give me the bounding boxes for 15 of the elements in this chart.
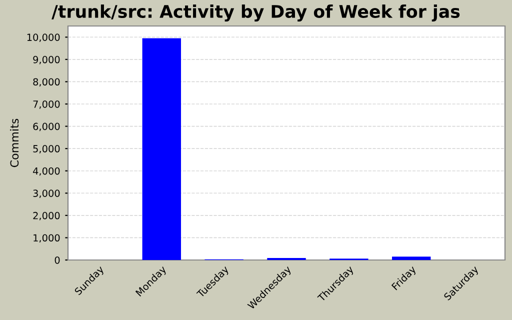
- y-tick-label: 2,000: [33, 212, 60, 220]
- y-tick-label: 5,000: [33, 145, 60, 154]
- y-tick-label: 4,000: [33, 167, 60, 176]
- y-tick-label: 9,000: [33, 56, 60, 64]
- chart-title: /trunk/src: Activity by Day of Week for jas: [52, 4, 460, 22]
- y-tick-label: 0: [54, 256, 60, 264]
- y-tick-label: 6,000: [33, 122, 60, 132]
- y-tick-label: 3,000: [33, 190, 60, 198]
- bar: [142, 38, 181, 260]
- y-tick-label: 1,000: [34, 234, 60, 243]
- y-tick-label: 8,000: [33, 78, 60, 87]
- bar: [392, 256, 431, 260]
- y-tick-label: 7,000: [33, 100, 60, 109]
- y-axis-title: Commits: [10, 118, 19, 168]
- y-tick-label: 10,000: [27, 34, 60, 42]
